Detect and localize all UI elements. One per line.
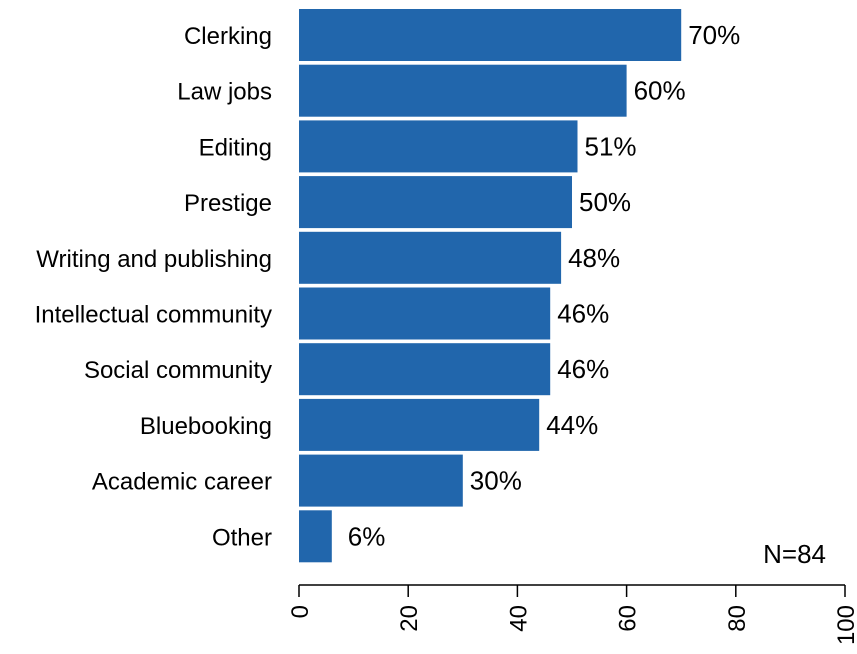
value-label: 46% — [557, 354, 609, 384]
value-label: 51% — [585, 131, 637, 161]
x-axis: 0 20 40 60 80 100 — [287, 584, 857, 645]
x-tick-label: 20 — [396, 605, 423, 632]
x-tick-label: 40 — [505, 605, 532, 632]
sample-size-annotation: N=84 — [763, 539, 826, 569]
x-tick-label: 100 — [833, 605, 857, 645]
category-label: Other — [212, 524, 272, 551]
value-label: 60% — [634, 76, 686, 106]
category-label: Social community — [84, 357, 272, 384]
value-label: 46% — [557, 299, 609, 329]
bar-2 — [299, 120, 578, 173]
bar-7 — [299, 398, 540, 451]
value-label: 30% — [470, 466, 522, 496]
value-labels-group: 70%60% 51% 50% 48% 46% 46% 44% 30% 6% — [348, 20, 740, 551]
value-label: 70% — [688, 20, 740, 50]
bar-0 — [299, 9, 682, 61]
category-label: Editing — [199, 134, 272, 161]
value-label: 44% — [546, 410, 598, 440]
value-label: 48% — [568, 243, 620, 273]
category-label: Clerking — [184, 23, 272, 50]
bar-9 — [299, 510, 332, 563]
bar-8 — [299, 454, 463, 507]
bar-3 — [299, 176, 572, 229]
bar-4 — [299, 231, 562, 284]
x-tick-label: 80 — [724, 605, 751, 632]
x-tick-label: 0 — [287, 605, 314, 618]
bar-5 — [299, 287, 551, 340]
bar-6 — [299, 343, 551, 396]
category-label: Academic career — [92, 469, 272, 496]
category-labels-group: Clerking Law jobs Editing Prestige Writing a… — [35, 23, 272, 551]
value-label: 50% — [579, 187, 631, 217]
bars-group — [299, 9, 682, 563]
category-label: Bluebooking — [140, 413, 272, 440]
category-label: Law jobs — [177, 79, 272, 106]
x-tick-label: 60 — [615, 605, 642, 632]
category-label: Intellectual community — [35, 302, 272, 329]
category-label: Prestige — [184, 190, 272, 217]
category-label: Writing and publishing — [36, 246, 272, 273]
bar-1 — [299, 64, 627, 117]
value-label: 6% — [348, 521, 386, 551]
